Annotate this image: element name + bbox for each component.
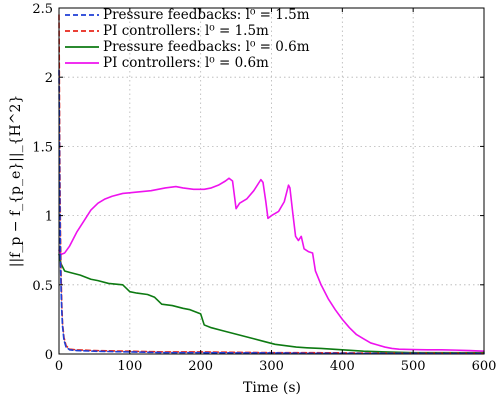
x-tick-label: 0 xyxy=(55,359,63,374)
x-axis-label: Time (s) xyxy=(243,380,301,396)
y-tick-label: 0 xyxy=(45,348,53,363)
x-tick-label: 500 xyxy=(401,359,426,374)
y-tick-label: 2.5 xyxy=(32,2,53,17)
y-tick-label: 1.5 xyxy=(32,140,53,155)
y-axis-label: ||f_p − f_{p_e}||_{H^2} xyxy=(8,95,24,268)
series-line-1 xyxy=(58,69,485,355)
series-layer xyxy=(58,14,485,355)
x-tick-label: 100 xyxy=(117,359,142,374)
legend-label: Pressure feedbacks: l⁰ = 1.5m xyxy=(103,7,310,23)
legend-label: PI controllers: l⁰ = 0.6m xyxy=(103,55,269,71)
series-line-4 xyxy=(58,177,485,353)
ticks: 0 100 200 300 400 500 600 0 0.5 1 1.5 2 2.5 xyxy=(32,2,496,374)
x-tick-label: 400 xyxy=(330,359,355,374)
x-tick-label: 200 xyxy=(188,359,213,374)
y-tick-label: 0.5 xyxy=(32,279,53,294)
y-tick-label: 2 xyxy=(45,71,53,86)
legend-label: Pressure feedbacks: l⁰ = 0.6m xyxy=(103,39,310,55)
x-tick-label: 600 xyxy=(472,359,497,374)
y-tick-label: 1 xyxy=(45,210,53,225)
x-tick-label: 300 xyxy=(259,359,284,374)
series-line-3 xyxy=(58,253,485,354)
legend-label: PI controllers: l⁰ = 1.5m xyxy=(103,23,269,39)
